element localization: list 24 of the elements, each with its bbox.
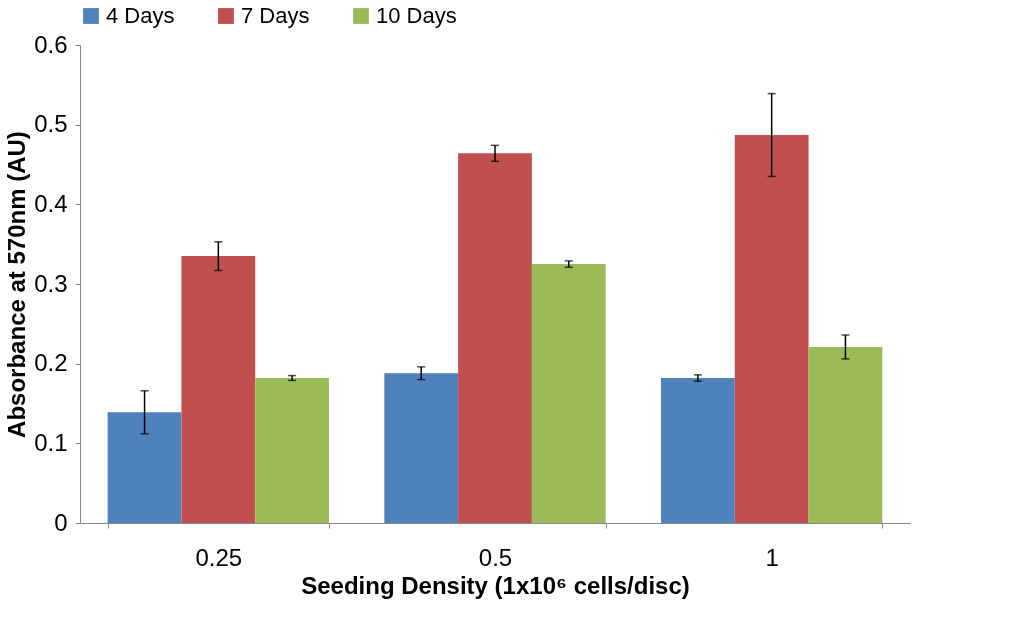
bar [531,264,606,523]
x-axis-title: Seeding Density (1x10⁶ cells/disc) [301,571,690,599]
bar [384,373,459,523]
y-tick-label: 0.3 [34,269,68,297]
y-axis-title: Absorbance at 570nm (AU) [3,131,31,438]
x-tick-label: 1 [765,543,779,571]
x-tick-label: 0.25 [195,543,243,571]
bar [458,153,532,523]
bar [661,378,735,523]
bar [255,378,329,523]
y-tick-label: 0 [54,508,68,536]
legend-label: 4 Days [106,3,175,28]
bar [107,412,182,523]
legend-label: 10 Days [376,3,457,28]
bar [181,256,256,523]
y-tick-label: 0.4 [34,189,68,217]
y-tick-label: 0.5 [34,110,68,138]
legend-label: 7 Days [241,3,310,28]
x-tick-label: 0.5 [478,543,513,571]
bar [808,346,883,523]
y-tick-label: 0.2 [34,349,68,377]
bar [734,135,809,523]
y-tick-label: 0.6 [34,30,68,58]
y-tick-label: 0.1 [34,428,68,456]
